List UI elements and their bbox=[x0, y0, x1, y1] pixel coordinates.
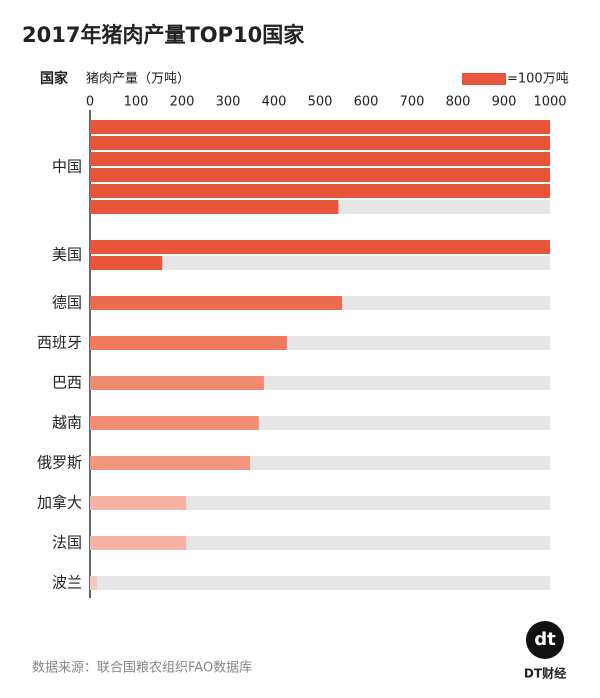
bar bbox=[90, 496, 187, 510]
bar bbox=[90, 576, 97, 590]
x-tick-label: 700 bbox=[400, 95, 425, 110]
x-tick-label: 100 bbox=[124, 95, 149, 110]
bar-track bbox=[90, 256, 550, 270]
x-tick-label: 200 bbox=[170, 95, 195, 110]
category-label: 中国 bbox=[52, 158, 82, 176]
bar bbox=[90, 240, 550, 254]
x-tick-label: 300 bbox=[216, 95, 241, 110]
bar bbox=[90, 200, 339, 214]
bar bbox=[90, 416, 259, 430]
chart-title: 2017年猪肉产量TOP10国家 bbox=[22, 23, 305, 47]
value-axis-title: 猪肉产量（万吨） bbox=[86, 72, 190, 87]
bar bbox=[90, 376, 264, 390]
category-label: 波兰 bbox=[52, 574, 82, 592]
category-label: 西班牙 bbox=[37, 334, 82, 352]
bar bbox=[90, 336, 287, 350]
x-tick-label: 800 bbox=[446, 95, 471, 110]
category-label: 法国 bbox=[52, 534, 82, 552]
bar bbox=[90, 456, 251, 470]
category-label: 巴西 bbox=[52, 374, 82, 392]
bar bbox=[90, 120, 550, 134]
x-tick-label: 400 bbox=[262, 95, 287, 110]
category-label: 俄罗斯 bbox=[37, 454, 82, 472]
logo-text: DT财经 bbox=[524, 666, 566, 681]
bar-track bbox=[90, 576, 550, 590]
category-label: 越南 bbox=[52, 414, 82, 432]
category-label: 德国 bbox=[52, 294, 82, 312]
x-tick-label: 600 bbox=[354, 95, 379, 110]
source: 数据来源：联合国粮农组织FAO数据库 bbox=[32, 660, 252, 676]
bar bbox=[90, 296, 343, 310]
bar bbox=[90, 256, 163, 270]
bar bbox=[90, 168, 550, 182]
bar bbox=[90, 152, 550, 166]
category-axis-title: 国家 bbox=[40, 70, 69, 87]
category-label: 加拿大 bbox=[37, 494, 82, 512]
x-tick-label: 500 bbox=[308, 95, 333, 110]
logo-icon bbox=[526, 621, 564, 659]
category-label: 美国 bbox=[52, 246, 82, 264]
bar-track bbox=[90, 496, 550, 510]
legend-label: =100万吨 bbox=[507, 72, 569, 87]
x-tick-label: 0 bbox=[86, 95, 94, 110]
bar-track bbox=[90, 536, 550, 550]
x-tick-label: 1000 bbox=[533, 95, 566, 110]
x-tick-label: 900 bbox=[492, 95, 517, 110]
bar bbox=[90, 136, 550, 150]
logo-mark: dt bbox=[534, 629, 556, 650]
legend-swatch bbox=[462, 73, 506, 85]
bar bbox=[90, 184, 550, 198]
bar bbox=[90, 536, 187, 550]
